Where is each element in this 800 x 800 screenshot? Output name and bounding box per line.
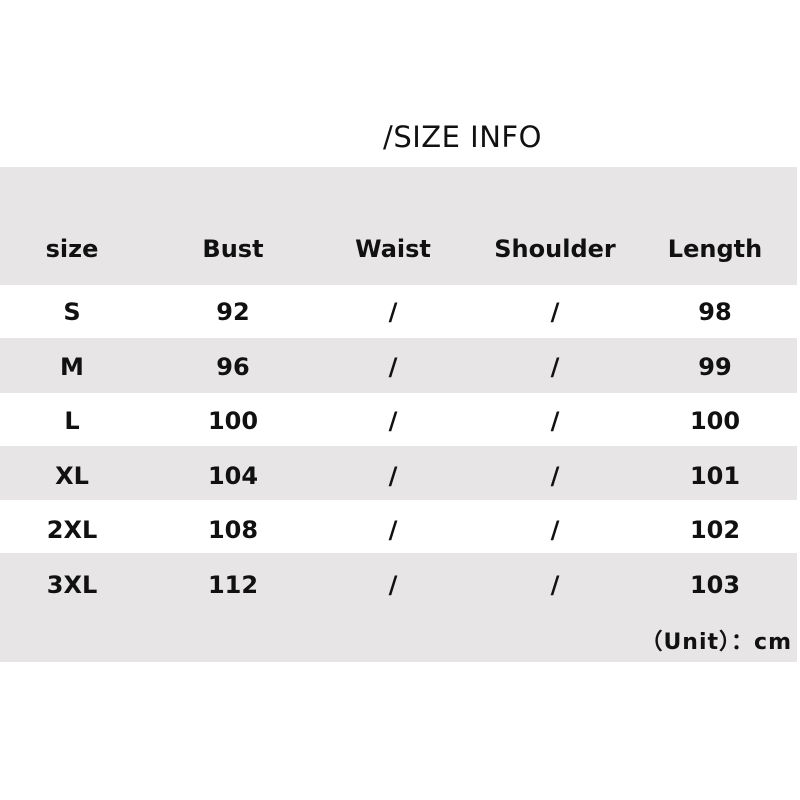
table-cell: / [388, 462, 398, 490]
table-cell: / [550, 407, 560, 435]
table-cell: / [550, 462, 560, 490]
header-band [0, 167, 797, 285]
table-cell: S [63, 298, 81, 326]
table-cell: 102 [689, 516, 741, 544]
table-cell: / [388, 571, 398, 599]
row-band-m [0, 338, 797, 393]
table-cell: 92 [216, 298, 250, 326]
table-cell: 108 [207, 516, 259, 544]
table-cell: 112 [207, 571, 259, 599]
column-header-shoulder: Shoulder [494, 235, 616, 263]
table-cell: L [64, 407, 80, 435]
table-cell: / [550, 298, 560, 326]
table-cell: 100 [207, 407, 259, 435]
row-band-xl [0, 446, 797, 500]
table-cell: / [550, 516, 560, 544]
table-cell: / [550, 353, 560, 381]
table-cell: M [60, 353, 84, 381]
table-cell: / [550, 571, 560, 599]
table-cell: 96 [216, 353, 250, 381]
table-cell: 3XL [46, 571, 98, 599]
table-cell: / [388, 298, 398, 326]
unit-note: （Unit）：cm [640, 630, 792, 655]
table-cell: 2XL [46, 516, 98, 544]
table-cell: 98 [698, 298, 732, 326]
table-cell: 104 [207, 462, 259, 490]
table-cell: 101 [689, 462, 741, 490]
table-cell: 103 [689, 571, 741, 599]
chart-title: /SIZE INFO [383, 120, 542, 154]
table-cell: 99 [698, 353, 732, 381]
table-cell: / [388, 407, 398, 435]
table-cell: / [388, 353, 398, 381]
column-header-size: size [45, 235, 99, 263]
table-cell: / [388, 516, 398, 544]
column-header-waist: Waist [355, 235, 431, 263]
column-header-bust: Bust [202, 235, 264, 263]
table-cell: 100 [689, 407, 741, 435]
table-cell: XL [55, 462, 89, 490]
column-header-length: Length [667, 235, 763, 263]
row-band-3xl [0, 553, 797, 662]
